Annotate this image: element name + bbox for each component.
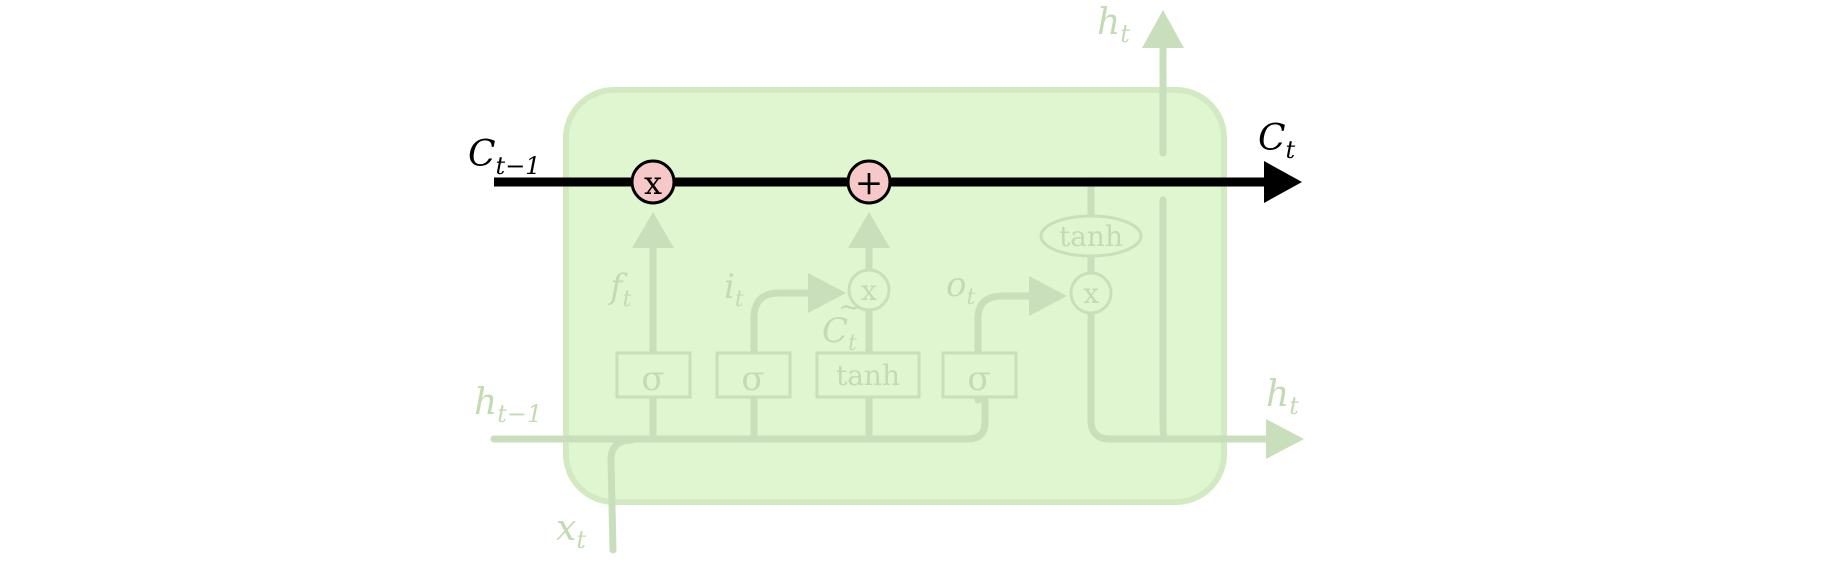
add-op-icon: + [846,159,892,205]
faded-paths [490,41,1274,554]
output-gate-sigma-label: σ [967,359,990,399]
gate-boxes [615,214,1143,399]
o-gate-label: ot [946,265,975,310]
x-in-label: xt [556,508,586,554]
h-out-top-label: ht [1097,2,1130,48]
c-prev-label: Ct−1 [468,134,541,180]
arrow-head-icon [1264,161,1302,203]
add-op-label: + [855,163,884,203]
input-multiply-label: x [861,274,877,307]
candidate-tanh-label: tanh [836,359,900,392]
x-input-line [607,436,636,554]
output-tanh-ellipse [1039,214,1143,258]
arrow-head-icon [848,212,890,248]
faded-arrowheads [632,10,1304,459]
lstm-cell-body [563,87,1227,505]
candidate-tanh-box [815,351,921,399]
arrow-head-icon [808,273,846,313]
arrow-head-icon [1266,419,1304,459]
c-candidate-label: Ct [822,311,857,356]
output-multiply-node [1069,271,1113,315]
output-down-path [1087,196,1169,443]
i-gate-label: it [724,267,744,312]
input-gate-sigma-box [715,351,792,399]
c-candidate-accent: ~ [838,290,861,323]
output-gate-sigma-box [941,351,1018,399]
output-tanh-label: tanh [1059,220,1123,253]
output-multiply-label: x [1083,277,1099,310]
arrow-head-icon [1142,10,1184,48]
c-next-label: Ct [1258,118,1296,164]
h-prev-label: ht−1 [474,382,542,428]
i-gate-stem [750,289,816,443]
input-multiply-node [847,268,891,312]
arrow-head-icon [1029,276,1067,316]
h-prev-line [490,396,989,443]
o-gate-stem [974,292,1036,404]
multiply-op-label: x [644,164,662,202]
arrow-head-icon [632,212,674,248]
forget-gate-sigma-label: σ [641,359,664,399]
multiply-op-icon: x [630,159,676,205]
h-out-right-label: ht [1266,374,1299,420]
input-gate-sigma-label: σ [741,359,764,399]
forget-gate-sigma-box [615,351,692,399]
